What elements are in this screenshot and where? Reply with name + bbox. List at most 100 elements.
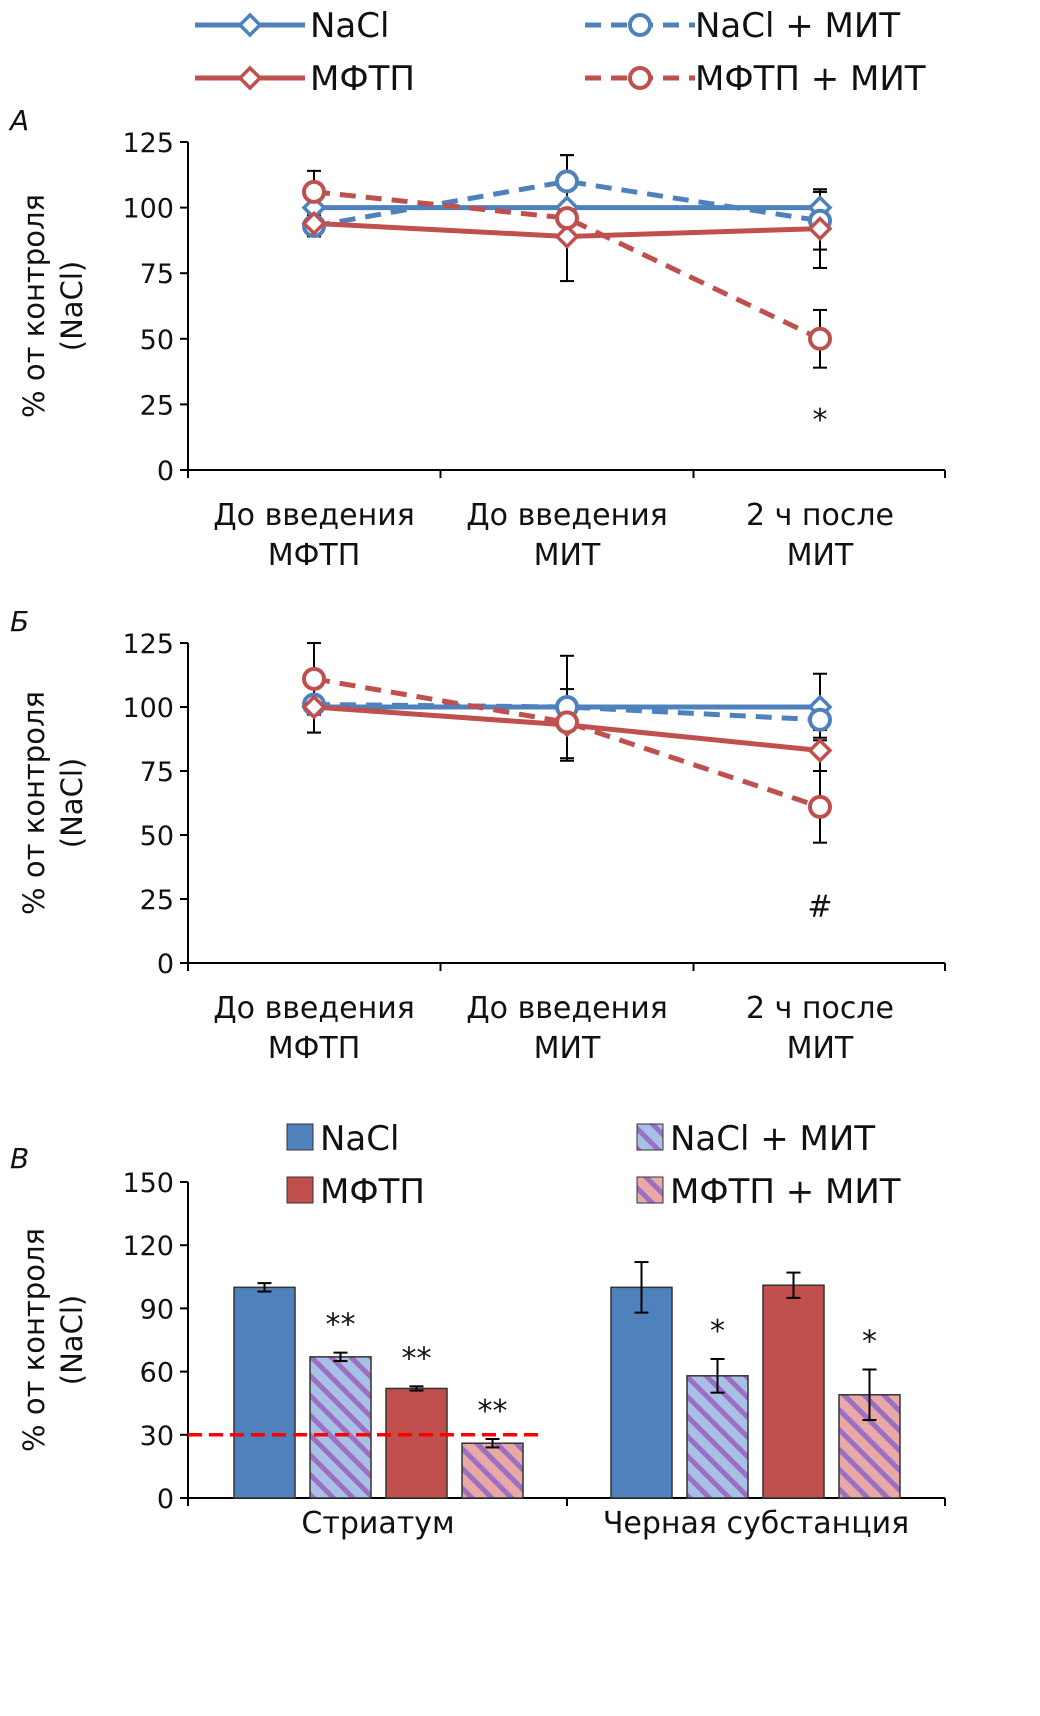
significance-mark: ** xyxy=(402,1341,432,1376)
series-line xyxy=(313,178,821,229)
y-tick-label: 0 xyxy=(157,456,174,487)
legend-line-item: МФТП + МИТ xyxy=(585,59,926,99)
legend-bar-swatch xyxy=(286,1176,314,1204)
significance-mark: * xyxy=(862,1324,877,1359)
x-tick-label: МИТ xyxy=(787,538,854,573)
legend-marker xyxy=(628,66,652,90)
data-point xyxy=(807,216,833,242)
bar xyxy=(461,1442,524,1499)
legend-bar-swatch xyxy=(636,1176,664,1204)
significance-mark: * xyxy=(710,1314,725,1349)
legend-label: МФТП + МИТ xyxy=(670,1172,901,1212)
x-tick-label: 2 ч после xyxy=(746,498,894,533)
x-tick-label: До введения xyxy=(213,991,415,1026)
legend-label: NaCl + МИТ xyxy=(670,1119,875,1159)
x-tick-label: МИТ xyxy=(534,1031,601,1066)
data-point xyxy=(302,179,326,204)
y-tick-label: 30 xyxy=(140,1421,174,1452)
legend-marker xyxy=(237,65,263,91)
y-axis-label-line: % от контроля xyxy=(17,691,51,915)
y-axis-label: % от контроля (NaCl) xyxy=(17,1228,89,1452)
bar xyxy=(385,1387,448,1499)
legend-line-item: NaCl xyxy=(195,6,389,46)
x-tick-label: Стриатум xyxy=(301,1506,454,1541)
data-point xyxy=(555,169,579,194)
y-tick-label: 25 xyxy=(140,885,174,916)
legend-bars: NaCl NaCl + МИТ МФТП МФТП + МИТ xyxy=(286,1119,901,1212)
legend-label: NaCl + МИТ xyxy=(695,6,900,46)
legend-line-item: МФТП xyxy=(195,59,415,99)
bar xyxy=(762,1284,825,1499)
y-tick-label: 120 xyxy=(122,1231,174,1262)
y-tick-label: 25 xyxy=(140,390,174,421)
series-line xyxy=(313,189,822,342)
significance-mark: * xyxy=(813,403,828,438)
y-axis-label: % от контроля (NaCl) xyxy=(17,194,89,418)
legend-marker xyxy=(628,13,652,37)
data-point xyxy=(808,326,832,351)
legend-label: NaCl xyxy=(320,1119,399,1159)
y-tick-label: 50 xyxy=(140,821,174,852)
legend-bar-item: NaCl + МИТ xyxy=(636,1119,875,1159)
legend-label: МФТП xyxy=(310,59,415,99)
x-tick-label: До введения xyxy=(466,498,668,533)
y-tick-label: 0 xyxy=(157,1484,174,1515)
x-tick-label: МФТП xyxy=(268,1031,361,1066)
legend-line-item: NaCl + МИТ xyxy=(585,6,900,46)
panel-b: Б 0 25 50 75 100 125 До введения МФТП До введения… xyxy=(10,605,946,1066)
y-tick-label: 125 xyxy=(122,128,174,159)
data-point xyxy=(808,707,832,732)
y-tick-label: 75 xyxy=(140,757,174,788)
y-tick-label: 60 xyxy=(140,1358,174,1389)
panel-c: В 0 30 60 90 120 150 % от контроля (NaCl) Стриату… xyxy=(10,1142,946,1541)
y-tick-label: 90 xyxy=(140,1294,174,1325)
y-axis-label-line: (NaCl) xyxy=(55,261,89,351)
significance-mark: ** xyxy=(326,1308,356,1343)
legend-label: МФТП xyxy=(320,1172,425,1212)
y-axis-label-line: (NaCl) xyxy=(55,758,89,848)
y-axis-label: % от контроля (NaCl) xyxy=(17,691,89,915)
legend-bar-item: МФТП xyxy=(286,1172,425,1212)
y-tick-label: 100 xyxy=(122,194,174,225)
legend-bar-swatch xyxy=(636,1123,664,1151)
x-tick-label: МИТ xyxy=(534,538,601,573)
legend-label: NaCl xyxy=(310,6,389,46)
data-point xyxy=(807,738,833,763)
series-line xyxy=(313,676,821,810)
significance-mark: ** xyxy=(478,1394,508,1429)
bar xyxy=(309,1356,372,1499)
y-tick-label: 150 xyxy=(122,1168,174,1199)
legend-bar-item: NaCl xyxy=(286,1119,399,1159)
data-point xyxy=(808,794,832,819)
x-tick-label: До введения xyxy=(213,498,415,533)
legend-label: МФТП + МИТ xyxy=(695,59,926,99)
y-axis-label-line: % от контроля xyxy=(17,1228,51,1452)
x-tick-label: До введения xyxy=(466,991,668,1026)
bar xyxy=(686,1375,749,1499)
panel-a: А 0 25 50 75 100 125 До введения МФТП До введения… xyxy=(8,104,946,573)
x-tick-label: МИТ xyxy=(787,1031,854,1066)
panel-label: Б xyxy=(10,605,29,638)
bar xyxy=(233,1286,296,1499)
significance-mark: # xyxy=(807,890,832,925)
legend-bar-swatch xyxy=(286,1123,314,1151)
data-point xyxy=(555,206,579,231)
data-point xyxy=(554,223,580,249)
data-point xyxy=(301,694,327,720)
data-point xyxy=(302,666,326,691)
data-point xyxy=(555,710,579,735)
y-axis-label-line: % от контроля xyxy=(17,194,51,418)
y-axis-label-line: (NaCl) xyxy=(55,1295,89,1385)
x-tick-label: Черная субстанция xyxy=(603,1506,909,1541)
y-tick-label: 0 xyxy=(157,949,174,980)
panel-label: В xyxy=(10,1142,29,1175)
y-tick-label: 50 xyxy=(140,325,174,356)
y-tick-label: 125 xyxy=(122,629,174,660)
series-line xyxy=(313,701,821,723)
x-tick-label: МФТП xyxy=(268,538,361,573)
bar xyxy=(610,1286,673,1499)
legend-lines: NaCl NaCl + МИТ МФТП МФТП + МИТ xyxy=(195,6,926,99)
x-tick-label: 2 ч после xyxy=(746,991,894,1026)
legend-bar-item: МФТП + МИТ xyxy=(636,1172,901,1212)
